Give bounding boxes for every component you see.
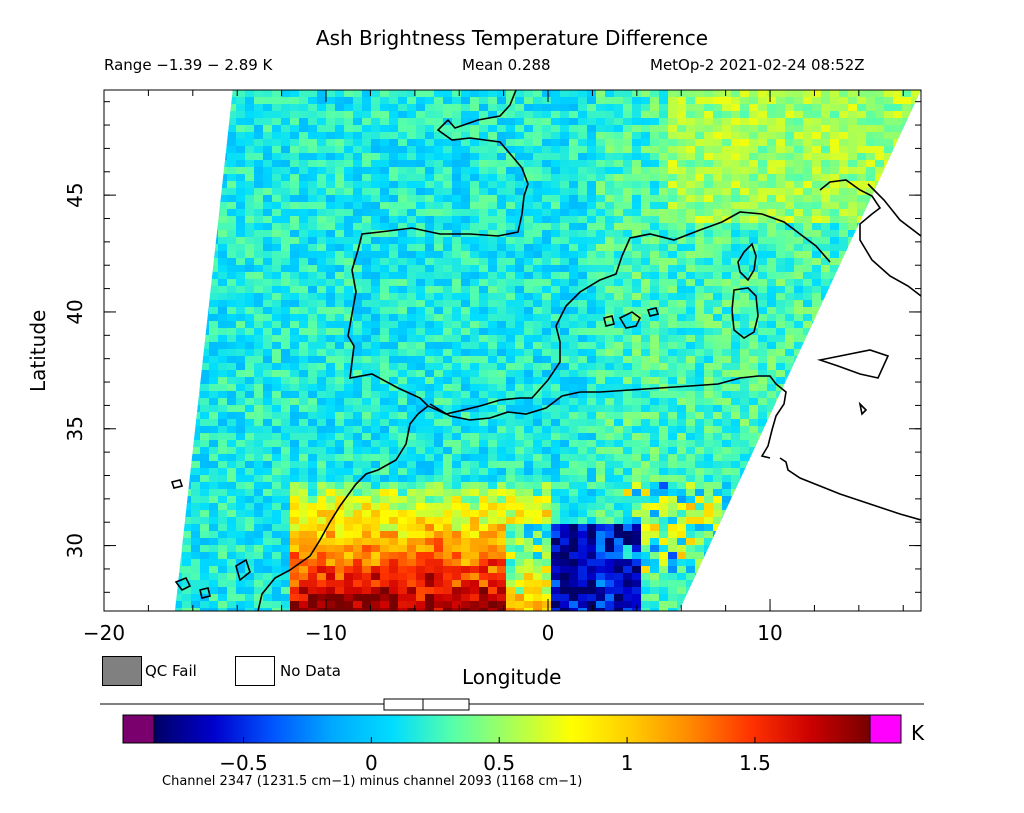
- colorbar-underflow: [122, 714, 155, 744]
- y-axis-ticks: 30 35 40 45: [63, 101, 921, 593]
- coastline-italy-adriatic: [867, 183, 921, 237]
- coastline-sicily: [816, 349, 890, 379]
- x-tick-label: 0: [542, 621, 555, 645]
- coastline-maghreb: [429, 375, 787, 459]
- colorbar-tick-label: 0: [365, 751, 378, 775]
- colorbar-range-marker: [383, 698, 470, 711]
- y-tick-label: 40: [63, 299, 87, 324]
- satellite-time: MetOp-2 2021-02-24 08:52Z: [650, 56, 865, 74]
- y-tick-label: 45: [63, 182, 87, 207]
- coastline-mallorca: [618, 311, 642, 329]
- coastline-corsica: [737, 242, 757, 282]
- y-axis-label: Latitude: [26, 309, 50, 392]
- y-tick-label: 30: [63, 533, 87, 558]
- qc-fail-swatch: [102, 656, 142, 686]
- channel-footnote: Channel 2347 (1231.5 cm−1) minus channel…: [162, 774, 583, 789]
- coastlines: [170, 90, 921, 611]
- coastline-canary-2: [199, 587, 211, 599]
- x-tick-label: 10: [757, 621, 782, 645]
- colorbar-units: K: [911, 721, 925, 745]
- plot-frame: [103, 89, 922, 612]
- colorbar-tick-label: 0.5: [483, 751, 515, 775]
- colorbar-ticks: −0.5 0 0.5 1 1.5: [219, 737, 771, 775]
- coastline-ibiza: [603, 315, 615, 327]
- coastline-tunisia: [779, 401, 921, 521]
- coastline-north-africa: [257, 405, 429, 611]
- coastline-madeira: [170, 479, 184, 489]
- coastline-sardinia: [731, 287, 759, 339]
- colorbar-tick-label: −0.5: [219, 751, 268, 775]
- coastline-canary-1: [174, 576, 192, 592]
- swath-layer: [175, 90, 921, 611]
- no-data-swatch: [235, 656, 275, 686]
- coastline-italy: [819, 179, 921, 297]
- colorbar-gradient: [153, 714, 871, 744]
- coastline-iberia-france: [347, 90, 831, 415]
- coastline-menorca: [646, 307, 660, 317]
- x-axis-label: Longitude: [462, 665, 562, 689]
- x-tick-label: −20: [83, 621, 125, 645]
- colorbar-tick-label: 1.5: [739, 751, 771, 775]
- qc-fail-label: QC Fail: [145, 662, 197, 680]
- ash-pixels: [175, 90, 921, 611]
- colorbar-tick-label: 1: [621, 751, 634, 775]
- no-data-label: No Data: [280, 662, 341, 680]
- mean-stat: Mean 0.288: [462, 56, 551, 74]
- x-axis-ticks: −20 −10 0 10: [83, 90, 904, 645]
- x-tick-label: −10: [305, 621, 347, 645]
- range-stat: Range −1.39 − 2.89 K: [104, 56, 273, 74]
- coastline-canary-3: [235, 558, 251, 582]
- colorbar-overflow: [869, 714, 902, 744]
- y-tick-label: 35: [63, 416, 87, 441]
- figure-title: Ash Brightness Temperature Difference: [315, 26, 709, 50]
